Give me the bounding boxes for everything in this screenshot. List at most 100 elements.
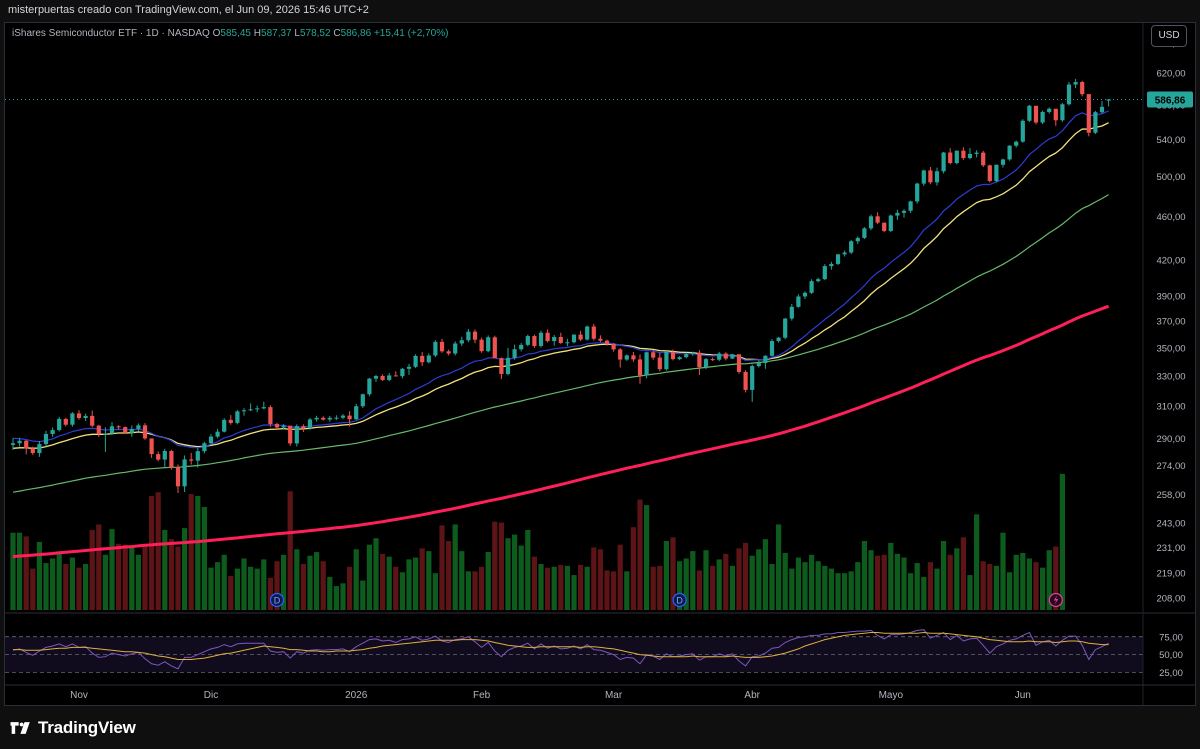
price-tick-label: 290,00 — [1156, 434, 1185, 445]
price-tick-label: 330,00 — [1156, 372, 1185, 383]
volume-bar — [261, 559, 267, 610]
volume-bar — [446, 541, 452, 610]
candle-body — [1053, 108, 1058, 121]
candle-body — [895, 212, 900, 216]
candle-body — [1093, 112, 1098, 133]
candle-body — [1073, 82, 1078, 85]
ema-mid-line — [12, 122, 1109, 449]
volume-bar — [927, 562, 933, 610]
volume-bar — [254, 568, 260, 610]
volume-bar — [386, 556, 392, 610]
candle-body — [532, 336, 537, 346]
price-tick-label: 310,00 — [1156, 402, 1185, 413]
candle-body — [453, 343, 458, 354]
symbol-legend: iShares Semiconductor ETF · 1D · NASDAQ … — [12, 28, 448, 39]
candle-body — [222, 419, 227, 432]
volume-bar — [300, 564, 306, 610]
candle-body — [492, 337, 497, 359]
volume-bar — [320, 561, 326, 610]
candle-body — [994, 164, 999, 182]
candle-body — [142, 425, 148, 439]
candle-body — [571, 334, 577, 343]
close-value: 586,86 — [340, 28, 372, 39]
candle-body — [334, 417, 339, 419]
candle-body — [261, 407, 266, 409]
price-tick-label: 500,00 — [1156, 172, 1185, 183]
price-tick-label: 243,00 — [1156, 519, 1185, 530]
volume-bar — [954, 548, 960, 610]
candle-body — [37, 444, 42, 454]
candle-body — [763, 355, 768, 364]
low-value: 578,52 — [299, 28, 331, 39]
volume-bar — [914, 563, 920, 610]
volume-bar — [109, 529, 115, 610]
candle-body — [776, 337, 781, 342]
volume-bar — [743, 542, 749, 610]
volume-bar — [749, 555, 755, 610]
volume-bar — [644, 505, 650, 610]
candle-body — [90, 415, 95, 426]
sma-200-line — [12, 304, 1110, 559]
candle-body — [908, 201, 913, 211]
candle-body — [76, 413, 82, 418]
candle-body — [459, 340, 464, 344]
volume-bar — [406, 559, 412, 610]
rsi-ma-line — [13, 631, 1109, 660]
volume-bar — [1059, 473, 1065, 610]
candle-body — [1027, 105, 1032, 121]
volume-bar — [294, 549, 300, 610]
candle-body — [63, 418, 68, 425]
volume-bar — [974, 514, 980, 610]
candle-body — [585, 326, 590, 340]
candle-body — [1099, 106, 1105, 113]
candle-body — [717, 353, 722, 360]
volume-bar — [248, 566, 254, 610]
volume-bar — [459, 551, 465, 610]
volume-bar — [993, 565, 999, 610]
volume-bar — [201, 506, 207, 610]
volume-bar — [314, 552, 320, 610]
last-price-label: 586,86 — [1155, 95, 1186, 106]
volume-bar — [558, 564, 564, 610]
volume-bar — [182, 528, 188, 610]
candle-body — [360, 394, 365, 407]
volume-bar — [776, 524, 782, 610]
candle-body — [156, 454, 161, 460]
price-tick-label: 274,00 — [1156, 461, 1185, 472]
candle-body — [882, 222, 887, 231]
volume-bar — [584, 566, 590, 610]
candle-body — [987, 165, 992, 182]
ema-fast-line — [12, 110, 1109, 449]
volume-bar — [234, 568, 240, 610]
candle-body — [393, 375, 398, 377]
volume-bar — [241, 558, 247, 610]
volume-bar — [650, 566, 656, 610]
volume-bar — [498, 522, 504, 610]
price-tick-label: 420,00 — [1156, 256, 1185, 267]
candle-body — [70, 413, 75, 425]
volume-bar — [413, 557, 419, 610]
currency-button[interactable]: USD — [1151, 25, 1187, 47]
time-tick-label: Mayo — [879, 690, 904, 701]
time-tick-label: Nov — [70, 690, 88, 701]
volume-bar — [624, 571, 630, 610]
volume-bars — [10, 473, 1065, 610]
candle-body — [631, 355, 636, 360]
candle-body — [637, 359, 643, 376]
change-value: +15,41 (+2,70%) — [373, 28, 449, 39]
volume-bar — [399, 572, 405, 610]
volume-bar — [353, 549, 359, 610]
volume-bar — [228, 575, 234, 610]
candle-body — [1000, 159, 1006, 165]
volume-bar — [129, 547, 135, 610]
volume-bar — [729, 565, 735, 610]
volume-bar — [50, 558, 56, 610]
volume-bar — [815, 561, 821, 610]
candle-body — [750, 366, 755, 390]
candle-body — [215, 431, 220, 437]
tradingview-logo[interactable]: TradingView — [10, 718, 136, 738]
candle-body — [413, 355, 418, 367]
volume-bar — [485, 552, 491, 610]
